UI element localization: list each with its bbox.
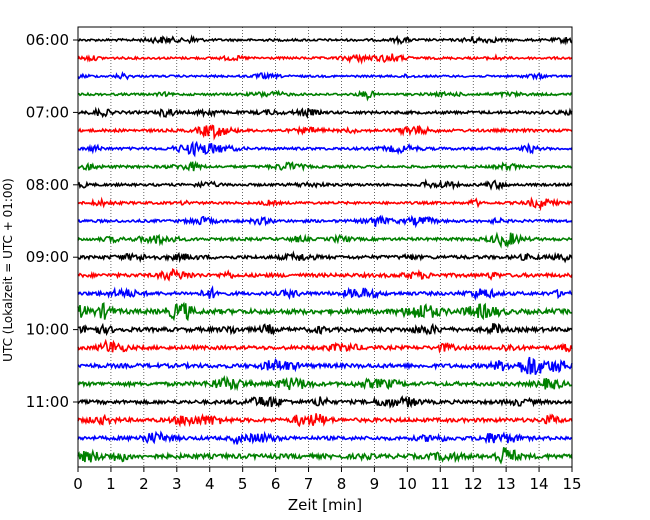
- x-tick-label: 1: [106, 475, 116, 493]
- trace-layer: [77, 34, 573, 465]
- trace-0900: [77, 250, 573, 264]
- trace-0830: [77, 214, 573, 229]
- x-tick-label: 6: [271, 475, 281, 493]
- trace-0615: [77, 53, 573, 65]
- trace-1015: [77, 338, 573, 354]
- trace-0930: [77, 285, 573, 302]
- trace-1145: [77, 447, 573, 465]
- y-tick-label: 07:00: [26, 103, 69, 121]
- x-axis: 0 1 2 3 4 5 6 7 8 9 10 11 12 13 14 15: [73, 467, 582, 493]
- y-tick-label: 08:00: [26, 176, 69, 194]
- trace-0915: [77, 267, 573, 282]
- trace-0945: [77, 301, 573, 322]
- y-axis: 06:00 07:00 08:00 09:00 10:00 11:00: [26, 31, 78, 411]
- trace-1000: [77, 322, 573, 337]
- x-tick-label: 10: [398, 475, 417, 493]
- plot-frame: [77, 26, 573, 468]
- y-axis-label: UTC (Lokalzeit = UTC + 01:00): [1, 178, 15, 362]
- x-tick-label: 8: [337, 475, 347, 493]
- trace-1115: [77, 413, 573, 428]
- trace-0715: [77, 124, 573, 141]
- trace-1130: [77, 430, 573, 446]
- trace-1030: [77, 356, 573, 376]
- trace-0630: [77, 70, 573, 81]
- trace-0800: [77, 178, 573, 191]
- y-tick-label: 11:00: [26, 393, 69, 411]
- y-tick-label: 10:00: [26, 321, 69, 339]
- x-tick-label: 14: [530, 475, 549, 493]
- trace-0600: [77, 34, 573, 46]
- trace-0815: [77, 196, 573, 212]
- x-tick-label: 15: [562, 475, 581, 493]
- x-tick-label: 7: [304, 475, 314, 493]
- x-tick-label: 11: [431, 475, 450, 493]
- x-tick-label: 0: [73, 475, 83, 493]
- trace-0730: [77, 140, 573, 158]
- trace-1100: [77, 395, 573, 409]
- trace-0845: [77, 231, 573, 249]
- trace-1045: [77, 375, 573, 392]
- y-tick-label: 09:00: [26, 248, 69, 266]
- x-tick-label: 12: [464, 475, 483, 493]
- grid-lines: [110, 27, 540, 467]
- x-tick-label: 3: [172, 475, 182, 493]
- trace-0745: [77, 160, 573, 172]
- x-tick-label: 4: [205, 475, 215, 493]
- y-tick-label: 06:00: [26, 31, 69, 49]
- x-tick-label: 9: [370, 475, 380, 493]
- x-axis-label: Zeit [min]: [288, 496, 362, 514]
- x-tick-label: 2: [139, 475, 149, 493]
- x-tick-label: 5: [238, 475, 248, 493]
- x-tick-label: 13: [497, 475, 516, 493]
- trace-0700: [77, 106, 573, 119]
- trace-0645: [77, 89, 573, 102]
